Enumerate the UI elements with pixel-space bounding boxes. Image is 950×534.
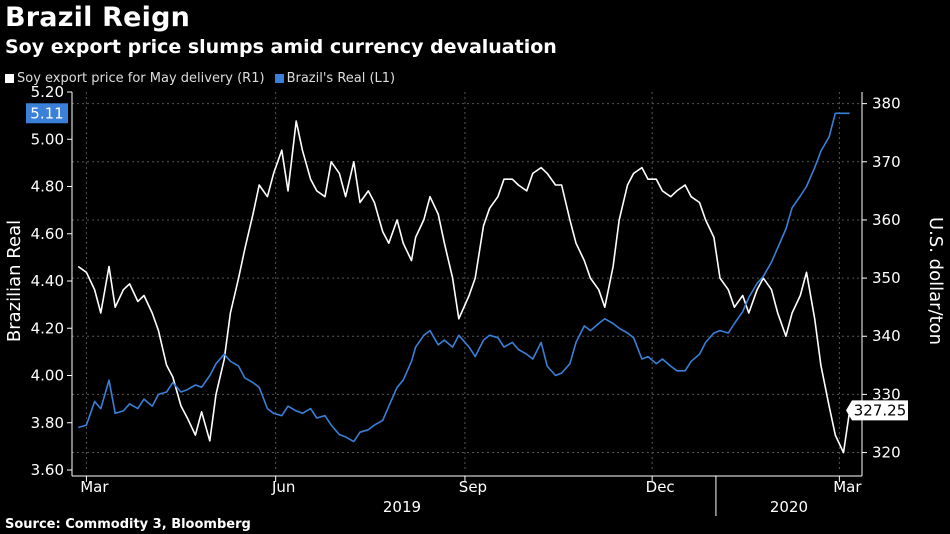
- y-left-tick-3: 4.20: [31, 319, 64, 337]
- legend-label-real: Brazil's Real (L1): [286, 71, 396, 86]
- y-right-title: U.S. dollar/ton: [925, 217, 946, 345]
- y-right-tick-5: 370: [872, 153, 901, 171]
- y-left-tick-7: 5.00: [31, 130, 64, 148]
- y-left-tick-2: 4.00: [31, 367, 64, 385]
- y-left-tick-8: 5.20: [31, 83, 64, 101]
- series-line-soy: [77, 120, 851, 454]
- y-left-title: Brazilian Real: [4, 220, 25, 342]
- x-year-1: 2020: [770, 498, 808, 516]
- y-right-tick-1: 330: [872, 385, 901, 403]
- legend-item-real: Brazil's Real (L1): [274, 71, 396, 86]
- last-value-right-box: [846, 400, 908, 421]
- source-note: Source: Commodity 3, Bloomberg: [5, 517, 251, 532]
- x-tick-3: Dec: [646, 478, 675, 496]
- y-right-tick-3: 350: [872, 269, 901, 287]
- chart-subtitle: Soy export price slumps amid currency de…: [5, 36, 557, 58]
- last-value-right: 327.25: [854, 401, 907, 419]
- x-year-0: 2019: [383, 498, 421, 516]
- legend-label-soy: Soy export price for May delivery (R1): [17, 71, 265, 86]
- x-tick-4: Mar: [833, 478, 862, 496]
- y-right-tick-4: 360: [872, 211, 901, 229]
- legend-swatch-soy: [5, 74, 14, 83]
- y-right-tick-2: 340: [872, 327, 901, 345]
- y-left-tick-6: 4.80: [31, 178, 64, 196]
- legend-swatch-real: [274, 74, 284, 83]
- x-tick-2: Sep: [459, 478, 487, 496]
- x-tick-1: Jun: [271, 478, 295, 496]
- y-right-tick-0: 320: [872, 444, 901, 462]
- last-value-left: 5.11: [30, 104, 63, 122]
- legend: Soy export price for May delivery (R1) B…: [5, 71, 405, 86]
- y-right-tick-6: 380: [872, 95, 901, 113]
- y-left-tick-4: 4.40: [31, 272, 64, 290]
- y-left-tick-5: 4.60: [31, 225, 64, 243]
- legend-item-soy: Soy export price for May delivery (R1): [5, 71, 265, 86]
- y-left-tick-1: 3.80: [31, 414, 64, 432]
- x-tick-0: Mar: [80, 478, 109, 496]
- last-value-left-box: [26, 103, 68, 124]
- chart-title: Brazil Reign: [5, 2, 191, 33]
- y-left-tick-0: 3.60: [31, 461, 64, 479]
- series-line-real: [77, 112, 850, 443]
